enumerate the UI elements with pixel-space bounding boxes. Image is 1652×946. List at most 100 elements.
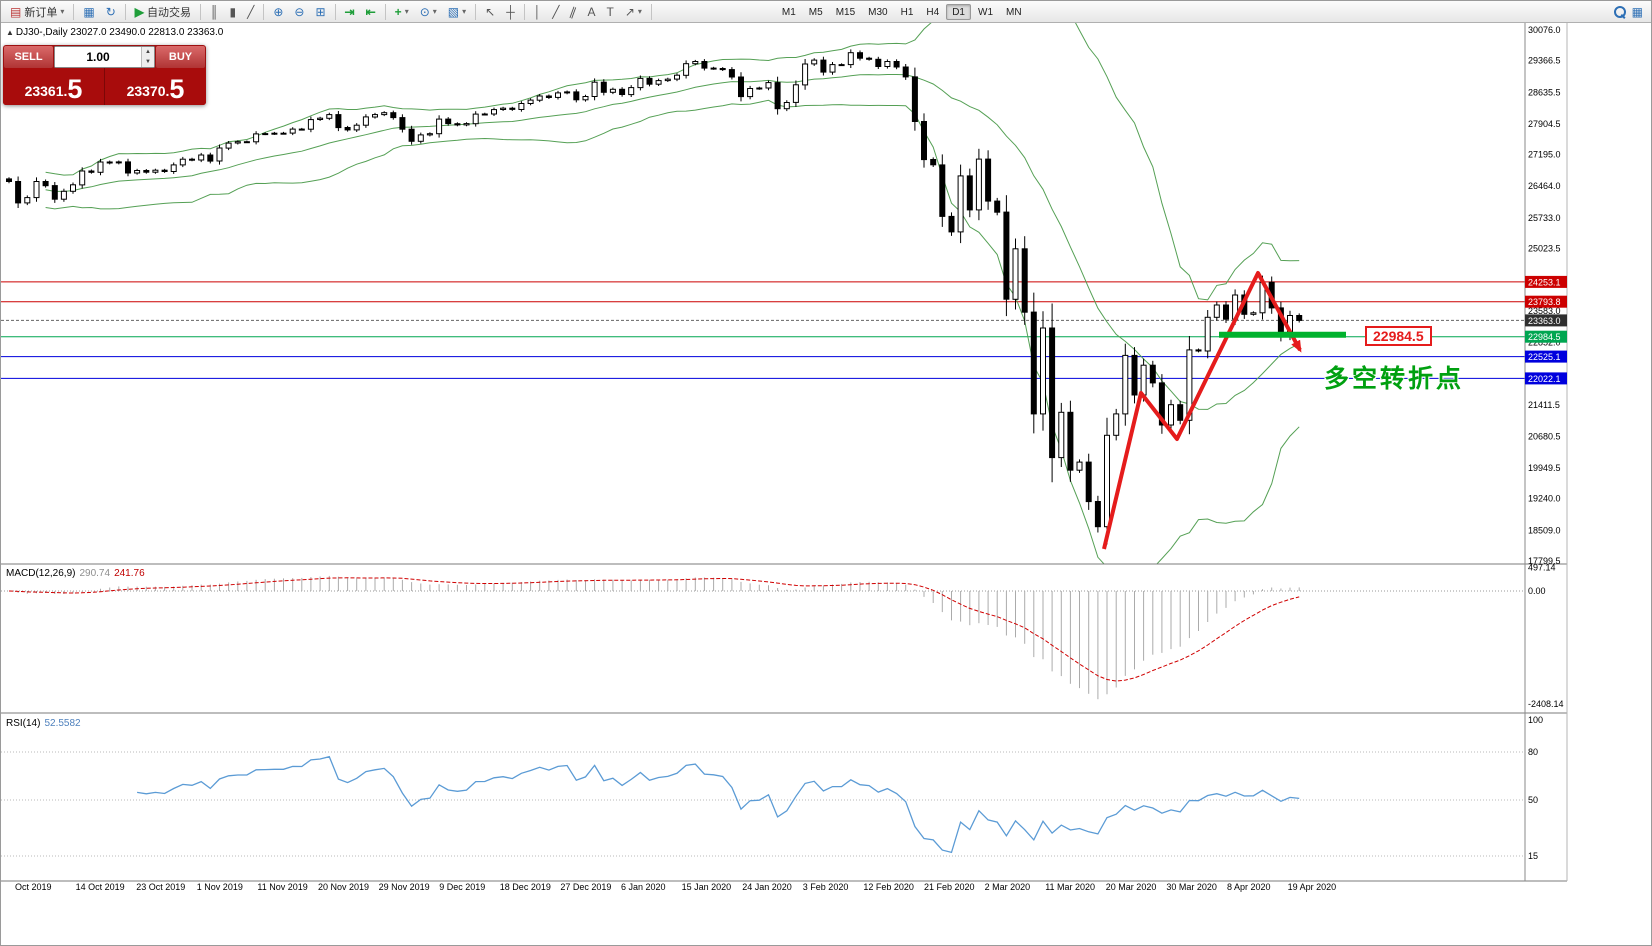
- candle: [353, 124, 360, 131]
- candle: [1030, 311, 1037, 415]
- vertical-line-tool-button[interactable]: │: [529, 3, 547, 21]
- main-price-pane[interactable]: [6, 23, 1303, 576]
- date-axis-label: 27 Dec 2019: [560, 882, 611, 892]
- volume-down-icon[interactable]: ▼: [142, 57, 154, 67]
- turning-point-note[interactable]: 多空转折点: [1324, 365, 1465, 393]
- periods-clock-icon: ⊙: [419, 4, 430, 19]
- rsi-value: 52.5582: [44, 718, 81, 729]
- candle: [820, 59, 827, 73]
- chart-marker-icon[interactable]: ▲: [6, 28, 14, 37]
- chart-profile-button[interactable]: ▦: [78, 3, 99, 21]
- candle: [6, 178, 12, 182]
- sell-button[interactable]: SELL: [4, 46, 53, 68]
- templates-button[interactable]: ▧ ▾: [443, 3, 471, 21]
- bars-chart-button[interactable]: ║: [205, 3, 224, 21]
- timeframe-m15[interactable]: M15: [835, 6, 856, 18]
- candle: [298, 128, 305, 131]
- profiles-button[interactable]: ↻: [101, 3, 121, 21]
- candle: [1040, 327, 1046, 415]
- timeframe-m30[interactable]: M30: [868, 6, 888, 18]
- candle: [417, 134, 424, 142]
- search-icon[interactable]: [1613, 5, 1626, 18]
- date-axis-label: 1 Nov 2019: [197, 882, 243, 892]
- date-axis-label: 20 Mar 2020: [1106, 882, 1157, 892]
- candle: [1186, 349, 1193, 421]
- timeframe-m1[interactable]: M1: [781, 6, 796, 18]
- date-axis-label: 20 Nov 2019: [318, 882, 369, 892]
- candle: [1058, 411, 1065, 459]
- candle: [189, 158, 195, 161]
- candle: [893, 61, 900, 68]
- candle: [509, 107, 516, 110]
- date-axis-label: 21 Feb 2020: [924, 882, 975, 892]
- candle: [939, 164, 946, 217]
- zoom-out-button[interactable]: ⊖: [289, 3, 309, 21]
- date-axis-label: 11 Nov 2019: [257, 882, 307, 892]
- new-order-button[interactable]: ▤ 新订单 ▾: [5, 3, 69, 21]
- candle: [728, 69, 735, 78]
- candle: [134, 170, 141, 174]
- arrow-tool-button[interactable]: ↗ ▾: [620, 3, 647, 21]
- channel-tool-button[interactable]: ∥: [565, 3, 581, 21]
- autotrade-play-icon: ▶: [134, 4, 144, 19]
- tile-windows-button[interactable]: ⊞: [310, 3, 330, 21]
- candle: [243, 141, 250, 144]
- candle: [280, 132, 287, 135]
- timeframe-w1[interactable]: W1: [978, 6, 993, 18]
- candle: [527, 99, 534, 104]
- add-indicator-button[interactable]: + ▾: [390, 3, 414, 21]
- symbols-icon[interactable]: ▦: [1631, 4, 1643, 19]
- line-chart-button[interactable]: ╱: [242, 3, 259, 21]
- volume-up-icon[interactable]: ▲: [142, 47, 154, 57]
- buy-price-small: 23370.: [126, 83, 170, 99]
- buy-button[interactable]: BUY: [156, 46, 205, 68]
- label-tool-button[interactable]: T: [601, 3, 618, 21]
- price-axis-tick: 19949.5: [1528, 463, 1561, 473]
- rsi-axis-label: 50: [1528, 795, 1538, 805]
- candle: [225, 142, 232, 149]
- candle: [88, 170, 95, 173]
- chart-shift-button[interactable]: ⇤: [361, 3, 381, 21]
- autotrade-button[interactable]: ▶ 自动交易: [130, 3, 196, 21]
- candlestick-chart-button[interactable]: ▮: [225, 3, 242, 21]
- candle: [765, 82, 772, 89]
- timeframe-h4[interactable]: H4: [926, 6, 940, 18]
- trendline-tool-button[interactable]: ╱: [547, 3, 564, 21]
- auto-scroll-button[interactable]: ⇥: [340, 3, 360, 21]
- candle: [930, 159, 937, 166]
- cursor-icon: ↖: [485, 4, 496, 19]
- cursor-button[interactable]: ↖: [480, 3, 500, 21]
- candle: [710, 67, 717, 70]
- candle: [902, 66, 909, 78]
- toolbar-right-group: ▦: [1613, 4, 1649, 19]
- crosshair-button[interactable]: ┼: [501, 3, 520, 21]
- candle: [472, 113, 479, 125]
- date-axis-label: 24 Jan 2020: [742, 882, 792, 892]
- candle: [985, 158, 992, 202]
- chart-canvas[interactable]: 30076.0 29366.5 28635.5 27904.5 27195.0 26464…: [1, 23, 1652, 946]
- date-axis-label: 15 Jan 2020: [682, 882, 732, 892]
- price-line-label: 22022.1: [1528, 374, 1561, 384]
- candle: [655, 80, 662, 85]
- candle: [1067, 411, 1074, 471]
- candle: [97, 161, 104, 173]
- periods-button[interactable]: ⊙ ▾: [415, 3, 442, 21]
- timeframe-mn[interactable]: MN: [1006, 6, 1022, 18]
- timeframe-h1[interactable]: H1: [900, 6, 914, 18]
- timeframe-d1[interactable]: D1: [946, 3, 971, 20]
- sell-price-small: 23361.: [24, 83, 68, 99]
- text-tool-button[interactable]: A: [582, 3, 600, 21]
- chart-profile-icon: ▦: [83, 4, 95, 19]
- chart-title-text: DJ30-,Daily 23027.0 23490.0 22813.0 2336…: [15, 27, 224, 38]
- candle: [1149, 364, 1156, 384]
- volume-input[interactable]: [55, 47, 141, 67]
- macd-name: MACD(12,26,9): [6, 568, 76, 579]
- trend-zigzag-arrow[interactable]: [1102, 271, 1302, 550]
- date-axis-label: 9 Dec 2019: [439, 882, 485, 892]
- candle: [390, 112, 397, 119]
- candle: [152, 169, 159, 173]
- price-flag-annotation[interactable]: 22984.5: [1365, 326, 1432, 346]
- profiles-icon: ↻: [105, 4, 116, 19]
- timeframe-m5[interactable]: M5: [808, 6, 823, 18]
- zoom-in-button[interactable]: ⊕: [268, 3, 288, 21]
